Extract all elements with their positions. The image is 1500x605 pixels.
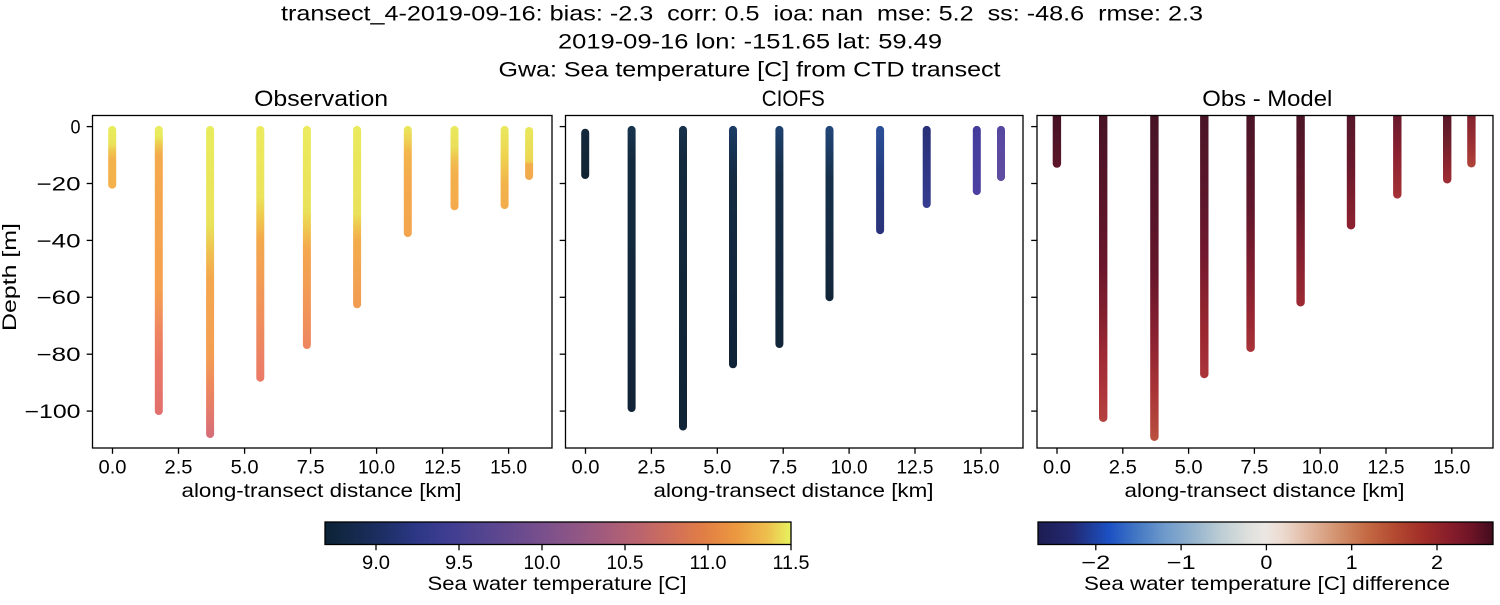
svg-text:Observation: Observation — [254, 86, 388, 111]
svg-text:0.0: 0.0 — [99, 456, 127, 478]
svg-text:2019-09-16 lon: -151.65 lat: 5: 2019-09-16 lon: -151.65 lat: 59.49 — [558, 30, 942, 53]
svg-text:11.5: 11.5 — [773, 552, 810, 574]
svg-text:12.5: 12.5 — [424, 456, 461, 478]
svg-text:10.0: 10.0 — [524, 552, 561, 574]
svg-text:0: 0 — [1260, 552, 1272, 574]
svg-text:−100: −100 — [25, 401, 81, 423]
svg-text:Gwa: Sea temperature [C] from: Gwa: Sea temperature [C] from CTD transe… — [499, 59, 1001, 82]
svg-text:11.0: 11.0 — [690, 552, 727, 574]
svg-text:−1: −1 — [1167, 552, 1196, 574]
svg-text:10.0: 10.0 — [1302, 456, 1339, 478]
svg-text:Sea water temperature [C]: Sea water temperature [C] — [428, 573, 687, 595]
svg-text:9.5: 9.5 — [445, 552, 473, 574]
svg-text:10.0: 10.0 — [831, 456, 868, 478]
svg-text:along-transect distance [km]: along-transect distance [km] — [182, 480, 462, 502]
svg-text:0: 0 — [71, 117, 81, 139]
svg-text:2.5: 2.5 — [1109, 456, 1137, 478]
svg-text:15.0: 15.0 — [490, 456, 527, 478]
svg-text:0.0: 0.0 — [572, 456, 600, 478]
svg-text:12.5: 12.5 — [1368, 456, 1405, 478]
svg-text:−20: −20 — [37, 173, 81, 195]
svg-text:Obs - Model: Obs - Model — [1202, 86, 1332, 111]
svg-text:Sea water temperature [C] diff: Sea water temperature [C] difference — [1084, 573, 1450, 595]
svg-text:2.5: 2.5 — [165, 456, 193, 478]
svg-text:5.0: 5.0 — [1175, 456, 1203, 478]
svg-text:−40: −40 — [37, 230, 81, 252]
svg-text:10.0: 10.0 — [358, 456, 395, 478]
svg-text:7.5: 7.5 — [769, 456, 797, 478]
svg-text:5.0: 5.0 — [231, 456, 259, 478]
svg-text:7.5: 7.5 — [1240, 456, 1268, 478]
svg-text:15.0: 15.0 — [962, 456, 999, 478]
svg-text:0.0: 0.0 — [1043, 456, 1071, 478]
svg-text:7.5: 7.5 — [297, 456, 325, 478]
svg-text:−60: −60 — [37, 287, 81, 309]
svg-text:along-transect distance [km]: along-transect distance [km] — [654, 480, 934, 502]
svg-text:−80: −80 — [37, 344, 81, 366]
svg-text:transect_4-2019-09-16: bias: -: transect_4-2019-09-16: bias: -2.3 corr: … — [281, 3, 1203, 26]
svg-text:5.0: 5.0 — [703, 456, 731, 478]
svg-text:along-transect distance [km]: along-transect distance [km] — [1125, 480, 1405, 502]
svg-text:15.0: 15.0 — [1433, 456, 1470, 478]
svg-text:2: 2 — [1431, 552, 1443, 574]
svg-text:−2: −2 — [1081, 552, 1110, 574]
svg-text:2.5: 2.5 — [637, 456, 665, 478]
svg-text:9.0: 9.0 — [362, 552, 390, 574]
svg-text:1: 1 — [1346, 552, 1358, 574]
svg-text:10.5: 10.5 — [607, 552, 644, 574]
svg-text:Depth [m]: Depth [m] — [0, 223, 21, 331]
svg-text:12.5: 12.5 — [897, 456, 934, 478]
svg-text:CIOFS: CIOFS — [762, 86, 825, 111]
